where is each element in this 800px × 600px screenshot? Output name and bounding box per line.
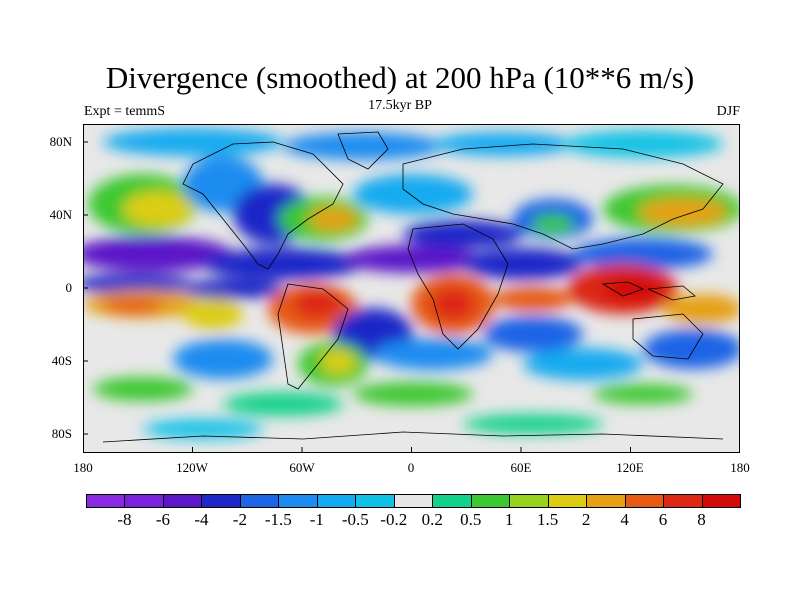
colorbar-box	[663, 494, 703, 508]
colorbar-label: 8	[697, 510, 706, 529]
lat-label-80n: 80N	[49, 134, 72, 149]
colorbar-box	[86, 494, 126, 508]
map-panel	[83, 124, 740, 453]
colorbar-box	[162, 494, 203, 508]
colorbar-label: -8	[117, 510, 132, 529]
colorbar-label: -2	[232, 510, 247, 529]
period-label: 17.5kyr BP	[368, 98, 432, 113]
colorbar-box	[355, 494, 395, 508]
contour-fill	[83, 128, 740, 439]
colorbar-box	[239, 494, 280, 508]
axis-ticks	[83, 141, 631, 453]
colorbar-label: -0.2	[380, 510, 408, 529]
colorbar-label: 1	[504, 510, 514, 529]
colorbar-label: 2	[581, 510, 591, 529]
colorbar-label: 1.5	[537, 510, 559, 529]
colorbar-box	[201, 494, 241, 508]
season-label: DJF	[716, 104, 740, 119]
colorbar-box	[509, 494, 549, 508]
lat-label-0: 0	[65, 280, 73, 295]
lat-label-40n: 40N	[49, 207, 72, 222]
lon-label-180e: 180	[730, 460, 750, 475]
colorbar-label: 4	[620, 510, 629, 529]
colorbar-box	[278, 494, 318, 508]
lon-label-60w: 60W	[289, 460, 315, 475]
colorbar-box	[586, 494, 626, 508]
divergence-map	[83, 124, 740, 453]
colorbar-box	[316, 494, 357, 508]
lon-label-0: 0	[407, 460, 415, 475]
colorbar-box	[624, 494, 665, 508]
colorbar-label: 0.5	[460, 510, 482, 529]
map-title: Divergence (smoothed) at 200 hPa (10**6 …	[105, 60, 695, 95]
lat-label-40s: 40S	[51, 353, 72, 368]
experiment-label: Expt = temmS	[84, 104, 166, 119]
coastlines	[102, 131, 724, 443]
colorbar	[86, 494, 741, 508]
colorbar-label: 6	[658, 510, 668, 529]
lon-label-180w: 180	[73, 460, 93, 475]
colorbar-box	[547, 494, 588, 508]
colorbar-label: -4	[194, 510, 209, 529]
lat-label-80s: 80S	[51, 426, 72, 441]
colorbar-box	[393, 494, 434, 508]
colorbar-label: -0.5	[341, 510, 369, 529]
colorbar-label: -1.5	[264, 510, 292, 529]
lon-label-120e: 120E	[616, 460, 644, 475]
colorbar-label: 0.2	[421, 510, 443, 529]
colorbar-label: -6	[155, 510, 171, 529]
lon-label-120w: 120W	[176, 460, 208, 475]
colorbar-box	[432, 494, 472, 508]
colorbar-box	[470, 494, 511, 508]
lon-label-60e: 60E	[510, 460, 532, 475]
colorbar-box	[124, 494, 164, 508]
colorbar-box	[701, 494, 741, 508]
colorbar-label: -1	[309, 510, 324, 529]
